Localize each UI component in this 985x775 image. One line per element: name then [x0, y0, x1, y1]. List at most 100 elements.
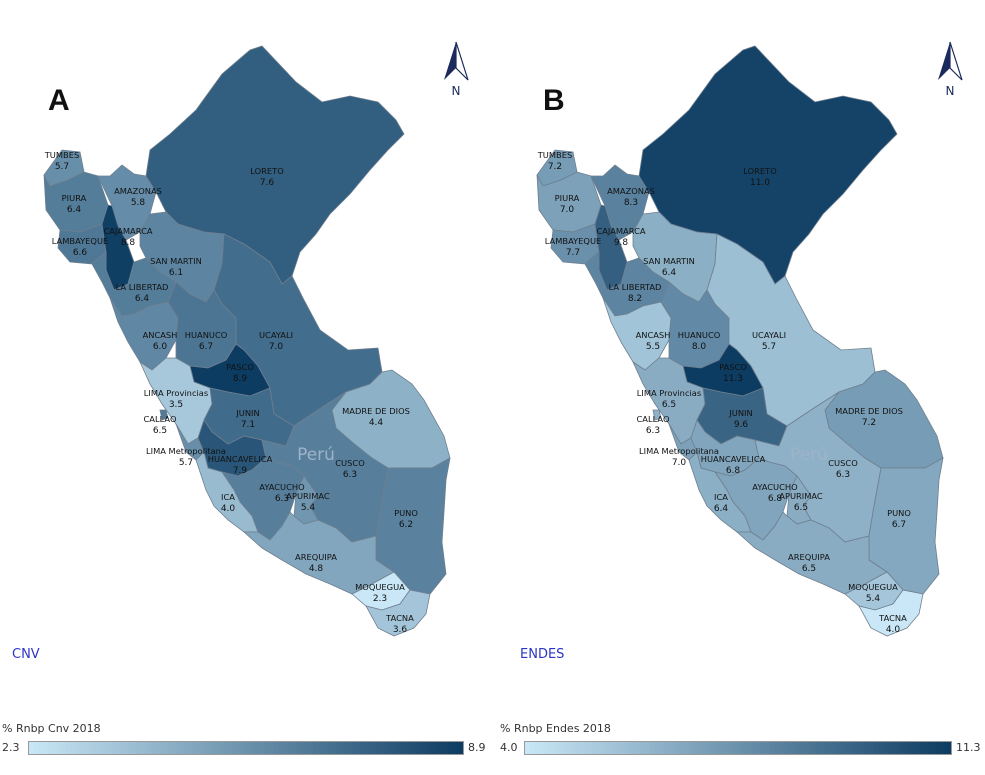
source-label-endes: ENDES — [520, 647, 565, 662]
region-value-arequipa: 4.8 — [309, 564, 324, 574]
region-value-pasco: 11.3 — [723, 374, 743, 384]
region-value-loreto: 11.0 — [750, 178, 770, 188]
region-value-puno: 6.7 — [892, 520, 906, 530]
panel-letter-b: B — [543, 84, 565, 117]
region-name-huancavelica: HUANCAVELICA — [208, 454, 273, 464]
svg-text:N: N — [452, 84, 461, 98]
region-name-apurimac: APURIMAC — [286, 491, 330, 501]
region-name-lambayeque: LAMBAYEQUE — [545, 236, 602, 246]
region-value-lima-metropolitana: 5.7 — [179, 458, 193, 468]
region-value-callao: 6.3 — [646, 426, 660, 436]
region-value-cusco: 6.3 — [343, 470, 357, 480]
region-value-lambayeque: 6.6 — [73, 248, 88, 258]
region-callao — [159, 409, 169, 421]
region-name-ayacucho: AYACUCHO — [259, 482, 305, 492]
region-value-amazonas: 5.8 — [131, 198, 146, 208]
region-name-cusco: CUSCO — [335, 458, 365, 468]
region-name-amazonas: AMAZONAS — [607, 186, 655, 196]
region-name-huancavelica: HUANCAVELICA — [701, 454, 766, 464]
region-name-tumbes: TUMBES — [44, 150, 80, 160]
region-value-lima-metropolitana: 7.0 — [672, 458, 687, 468]
region-ica — [195, 451, 259, 533]
legend-min-value: 2.3 — [2, 741, 20, 754]
svg-text:N: N — [946, 84, 955, 98]
region-name-moquegua: MOQUEGUA — [848, 582, 898, 592]
region-name-arequipa: AREQUIPA — [295, 552, 337, 562]
region-name-cusco: CUSCO — [828, 458, 858, 468]
region-name-tumbes: TUMBES — [537, 150, 573, 160]
region-value-pasco: 8.9 — [233, 374, 248, 384]
legend-min-value: 4.0 — [500, 741, 518, 754]
country-label: Perú — [297, 445, 335, 465]
region-name-pasco: PASCO — [226, 362, 254, 372]
region-name-lima-metropolitana: LIMA Metropolitana — [639, 446, 719, 456]
region-value-huanuco: 8.0 — [692, 342, 707, 352]
region-name-tacna: TACNA — [878, 613, 907, 623]
region-name-moquegua: MOQUEGUA — [355, 582, 405, 592]
region-value-la-libertad: 6.4 — [135, 294, 150, 304]
region-name-lima-provincias: LIMA Provincias — [144, 388, 208, 398]
region-value-piura: 6.4 — [67, 205, 82, 215]
region-value-puno: 6.2 — [399, 520, 413, 530]
region-name-san-martin: SAN MARTIN — [643, 256, 695, 266]
region-name-ica: ICA — [714, 492, 728, 502]
region-value-tacna: 3.6 — [393, 625, 408, 635]
region-name-pasco: PASCO — [719, 362, 747, 372]
region-value-moquegua: 2.3 — [373, 594, 387, 604]
region-name-piura: PIURA — [555, 193, 580, 203]
region-value-ica: 4.0 — [221, 504, 236, 514]
region-value-huancavelica: 7.9 — [233, 466, 248, 476]
legend-max-value: 8.9 — [468, 741, 486, 754]
region-ica — [688, 451, 752, 533]
region-value-moquegua: 5.4 — [866, 594, 881, 604]
region-name-lima-provincias: LIMA Provincias — [637, 388, 701, 398]
panel-letter-a: A — [48, 84, 70, 117]
legend-color-ramp — [28, 741, 464, 755]
region-value-san-martin: 6.4 — [662, 268, 677, 278]
legend-cnv: % Rnbp Cnv 2018 2.3 8.9 — [2, 722, 486, 762]
region-name-junin: JUNIN — [728, 408, 752, 418]
choropleth-map-cnv: Perú TUMBES 5.7 PIURA 6.4 LAMBAYEQUE 6.6 AMAZON… — [43, 45, 451, 637]
region-value-amazonas: 8.3 — [624, 198, 638, 208]
region-puno — [375, 457, 451, 595]
region-value-ucayali: 7.0 — [269, 342, 284, 352]
region-name-ica: ICA — [221, 492, 235, 502]
map-panel-cnv: A N Perú TUMBES 5.7 PIURA 6.4 LAMBAYEQUE 6.6 AM… — [0, 0, 492, 700]
region-name-madre-de-dios: MADRE DE DIOS — [342, 406, 410, 416]
region-arequipa — [735, 511, 888, 595]
region-value-loreto: 7.6 — [260, 178, 275, 188]
region-puno — [868, 457, 944, 595]
region-name-ancash: ANCASH — [636, 330, 671, 340]
region-name-arequipa: AREQUIPA — [788, 552, 830, 562]
region-value-lambayeque: 7.7 — [566, 248, 580, 258]
region-name-ayacucho: AYACUCHO — [752, 482, 798, 492]
country-label: Perú — [790, 445, 828, 465]
region-value-san-martin: 6.1 — [169, 268, 183, 278]
region-value-madre-de-dios: 7.2 — [862, 418, 876, 428]
region-value-junin: 7.1 — [241, 420, 255, 430]
region-value-ica: 6.4 — [714, 504, 729, 514]
region-value-piura: 7.0 — [560, 205, 575, 215]
region-value-ancash: 5.5 — [646, 342, 660, 352]
region-value-apurimac: 5.4 — [301, 503, 316, 513]
region-value-callao: 6.5 — [153, 426, 167, 436]
region-name-huanuco: HUANUCO — [185, 330, 228, 340]
region-name-callao: CALLAO — [144, 414, 177, 424]
region-value-lima-provincias: 3.5 — [169, 400, 183, 410]
source-label-cnv: CNV — [12, 647, 40, 662]
region-value-tumbes: 7.2 — [548, 162, 562, 172]
region-name-la-libertad: LA LIBERTAD — [116, 282, 169, 292]
map-panel-endes: B N Perú TUMBES 7.2 PIURA 7.0 LAMBAYEQUE 7.7 AM… — [493, 0, 985, 700]
region-value-apurimac: 6.5 — [794, 503, 808, 513]
choropleth-map-endes: Perú TUMBES 7.2 PIURA 7.0 LAMBAYEQUE 7.7 AMAZON… — [536, 45, 944, 637]
region-value-ancash: 6.0 — [153, 342, 168, 352]
region-arequipa — [242, 511, 395, 595]
region-name-ucayali: UCAYALI — [259, 330, 293, 340]
region-value-tumbes: 5.7 — [55, 162, 69, 172]
region-callao — [652, 409, 662, 421]
region-name-san-martin: SAN MARTIN — [150, 256, 202, 266]
legend-title: % Rnbp Cnv 2018 — [2, 722, 101, 735]
region-value-huanuco: 6.7 — [199, 342, 213, 352]
region-value-ucayali: 5.7 — [762, 342, 776, 352]
region-value-arequipa: 6.5 — [802, 564, 816, 574]
